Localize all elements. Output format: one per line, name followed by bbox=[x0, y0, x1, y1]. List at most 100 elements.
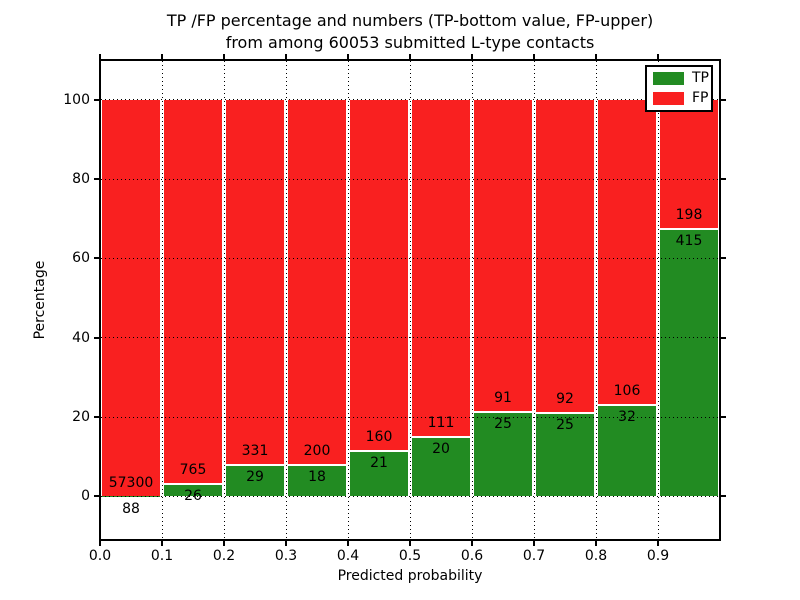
x-tick-bottom bbox=[409, 541, 411, 546]
bar-segment-fp bbox=[288, 99, 346, 464]
y-tick-right bbox=[721, 495, 726, 498]
bar-segment-tp bbox=[412, 435, 470, 497]
x-tick-bottom bbox=[223, 541, 225, 546]
fp-count-label: 111 bbox=[427, 414, 455, 431]
fp-count-label: 198 bbox=[675, 206, 703, 223]
x-tick-bottom bbox=[161, 541, 163, 546]
legend-label-fp: FP bbox=[692, 90, 709, 106]
gridline-horizontal bbox=[101, 337, 719, 339]
x-tick-label: 0.8 bbox=[584, 548, 608, 564]
x-tick-label: 0.3 bbox=[274, 548, 298, 564]
gridline-horizontal bbox=[101, 99, 719, 101]
y-tick-label: 40 bbox=[72, 329, 90, 346]
gridline-vertical bbox=[285, 61, 287, 539]
tp-count-label: 415 bbox=[675, 232, 703, 249]
x-axis-label: Predicted probability bbox=[337, 568, 483, 584]
x-tick-label: 0.7 bbox=[522, 548, 546, 564]
y-tick-left bbox=[94, 416, 99, 418]
x-tick-bottom bbox=[99, 541, 101, 546]
x-tick-top bbox=[657, 54, 659, 59]
gridline-vertical bbox=[533, 61, 535, 539]
fp-count-label: 92 bbox=[556, 390, 574, 407]
chart-title-line2: from among 60053 submitted L-type contac… bbox=[225, 33, 595, 52]
gridline-vertical bbox=[161, 61, 163, 539]
fp-count-label: 160 bbox=[365, 429, 393, 446]
fp-count-label: 331 bbox=[241, 443, 269, 460]
y-tick-label: 100 bbox=[63, 91, 90, 108]
y-tick-left bbox=[94, 495, 99, 498]
x-tick-bottom bbox=[471, 541, 473, 546]
y-tick-label: 80 bbox=[72, 171, 90, 187]
x-tick-label: 0.0 bbox=[88, 548, 112, 564]
legend-swatch-fp bbox=[653, 92, 684, 105]
x-tick-label: 0.5 bbox=[398, 548, 422, 564]
y-tick-right bbox=[721, 98, 726, 101]
fp-count-label: 57300 bbox=[108, 474, 154, 491]
tp-count-label: 88 bbox=[122, 500, 140, 517]
y-tick-label: 20 bbox=[72, 409, 90, 425]
x-tick-top bbox=[595, 54, 597, 59]
x-tick-bottom bbox=[533, 541, 535, 546]
x-tick-bottom bbox=[657, 541, 659, 546]
bar-segment-tp bbox=[288, 463, 346, 497]
x-tick-top bbox=[471, 54, 473, 59]
x-tick-top bbox=[99, 54, 101, 59]
y-tick-right bbox=[721, 257, 726, 260]
bar-segment-fp bbox=[660, 99, 718, 228]
x-tick-top bbox=[533, 54, 535, 59]
gridline-vertical bbox=[223, 61, 225, 539]
x-tick-top bbox=[223, 54, 225, 59]
bar-segment-tp bbox=[226, 464, 284, 497]
tp-count-label: 32 bbox=[618, 409, 636, 426]
x-tick-label: 0.4 bbox=[336, 548, 360, 564]
x-tick-bottom bbox=[285, 541, 287, 546]
y-tick-left bbox=[94, 257, 99, 260]
y-tick-right bbox=[721, 416, 726, 418]
bar-segment-fp bbox=[536, 99, 594, 412]
x-tick-top bbox=[285, 54, 287, 59]
tp-count-label: 25 bbox=[494, 415, 512, 432]
gridline-horizontal bbox=[101, 257, 719, 259]
bar-segment-tp bbox=[350, 450, 408, 497]
gridline-horizontal bbox=[101, 178, 719, 180]
bar-segment-fp bbox=[412, 99, 470, 436]
tp-count-label: 20 bbox=[432, 440, 450, 457]
tp-count-label: 25 bbox=[556, 416, 574, 433]
gridline-horizontal bbox=[101, 416, 719, 418]
bar-segment-tp bbox=[598, 404, 656, 497]
y-tick-left bbox=[94, 336, 99, 339]
legend-entry-fp: FP bbox=[653, 90, 711, 106]
gridline-vertical bbox=[595, 61, 597, 539]
fp-count-label: 91 bbox=[494, 389, 512, 406]
gridline-vertical bbox=[347, 61, 349, 539]
x-tick-label: 0.1 bbox=[150, 548, 174, 564]
x-tick-bottom bbox=[347, 541, 349, 546]
bar-segment-fp bbox=[226, 99, 284, 465]
y-tick-label: 60 bbox=[72, 250, 90, 267]
y-tick-label: 0 bbox=[81, 488, 90, 505]
gridline-vertical bbox=[657, 61, 659, 539]
bar-segment-tp bbox=[536, 411, 594, 497]
x-tick-bottom bbox=[595, 541, 597, 546]
gridline-vertical bbox=[409, 61, 411, 539]
x-tick-label: 0.2 bbox=[212, 548, 236, 564]
bar-segment-fp bbox=[474, 99, 532, 411]
bar-segment-fp bbox=[102, 99, 160, 496]
bar-segment-tp bbox=[474, 410, 532, 497]
y-tick-right bbox=[721, 336, 726, 339]
gridline-vertical bbox=[471, 61, 473, 539]
tp-count-label: 26 bbox=[184, 488, 202, 505]
chart-title-line1: TP /FP percentage and numbers (TP-bottom… bbox=[166, 11, 654, 30]
x-tick-top bbox=[409, 54, 411, 59]
fp-count-label: 200 bbox=[303, 442, 331, 459]
x-tick-top bbox=[347, 54, 349, 59]
bar-segment-fp bbox=[598, 99, 656, 405]
y-tick-left bbox=[94, 178, 99, 180]
x-tick-label: 0.6 bbox=[460, 548, 484, 564]
y-tick-left bbox=[94, 98, 99, 101]
fp-count-label: 106 bbox=[613, 383, 641, 400]
chart-title: TP /FP percentage and numbers (TP-bottom… bbox=[100, 10, 720, 54]
bar-segment-tp bbox=[660, 227, 718, 497]
x-tick-label: 0.9 bbox=[646, 548, 670, 564]
